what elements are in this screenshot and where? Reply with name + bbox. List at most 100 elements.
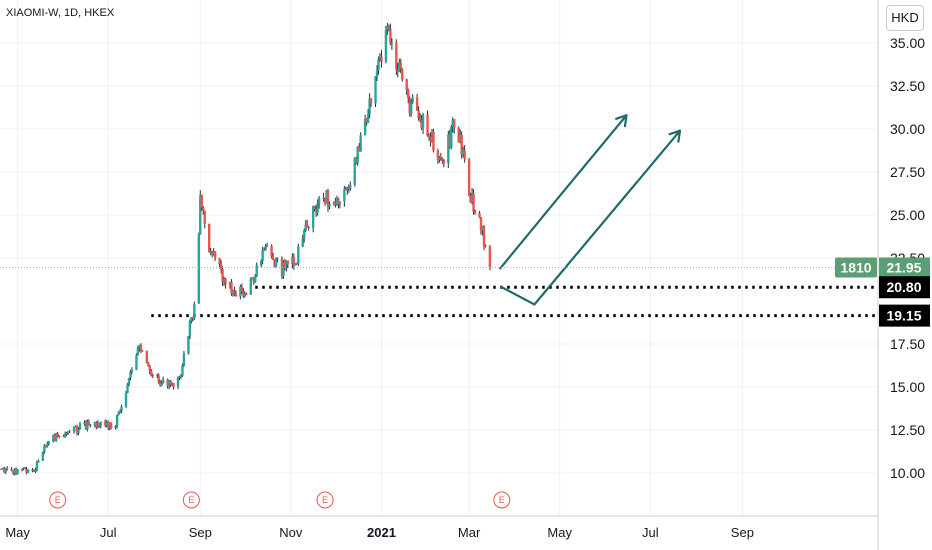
candle[interactable] xyxy=(270,244,273,259)
currency-button[interactable]: HKD xyxy=(886,5,924,31)
candle[interactable] xyxy=(251,277,254,280)
candle[interactable] xyxy=(389,23,392,46)
candle[interactable] xyxy=(104,419,107,428)
candle[interactable] xyxy=(11,470,15,476)
candle[interactable] xyxy=(411,94,414,104)
candle[interactable] xyxy=(105,420,108,428)
candle[interactable] xyxy=(63,431,67,438)
candle[interactable] xyxy=(332,201,336,206)
candle[interactable] xyxy=(242,288,245,299)
candle[interactable] xyxy=(470,187,474,205)
candle[interactable] xyxy=(375,64,379,82)
candle[interactable] xyxy=(417,106,420,121)
candle[interactable] xyxy=(291,253,294,269)
candle[interactable] xyxy=(25,466,28,475)
candle[interactable] xyxy=(316,199,319,216)
candle[interactable] xyxy=(115,414,119,429)
candle[interactable] xyxy=(274,257,278,269)
candle[interactable] xyxy=(366,109,370,124)
candle[interactable] xyxy=(234,290,238,297)
candle[interactable] xyxy=(34,467,37,474)
candle[interactable] xyxy=(469,192,472,203)
candle[interactable] xyxy=(261,246,264,265)
candle[interactable] xyxy=(479,216,483,235)
candle[interactable] xyxy=(191,316,195,322)
candle[interactable] xyxy=(98,422,101,428)
candle[interactable] xyxy=(47,440,50,446)
candle[interactable] xyxy=(4,467,7,475)
candle[interactable] xyxy=(46,441,49,448)
candle[interactable] xyxy=(427,133,431,141)
candle[interactable] xyxy=(0,468,3,470)
candle[interactable] xyxy=(78,421,82,430)
candle[interactable] xyxy=(374,76,377,108)
candle[interactable] xyxy=(178,375,181,381)
candle[interactable] xyxy=(359,132,362,152)
candle[interactable] xyxy=(74,425,77,428)
candle[interactable] xyxy=(66,431,70,435)
candle[interactable] xyxy=(172,382,175,390)
candle[interactable] xyxy=(255,262,258,277)
candle[interactable] xyxy=(169,379,172,388)
candle[interactable] xyxy=(99,421,102,429)
candle[interactable] xyxy=(335,195,339,206)
candle[interactable] xyxy=(170,382,174,386)
candle[interactable] xyxy=(31,467,34,473)
candle[interactable] xyxy=(35,460,39,472)
candle[interactable] xyxy=(401,67,404,82)
candle[interactable] xyxy=(458,129,462,144)
earnings-marker[interactable]: E xyxy=(49,491,67,509)
candle[interactable] xyxy=(259,259,263,268)
candle[interactable] xyxy=(209,247,212,256)
candle[interactable] xyxy=(472,188,475,215)
candle[interactable] xyxy=(176,376,180,390)
candle[interactable] xyxy=(311,205,315,233)
candle[interactable] xyxy=(3,466,6,473)
candle[interactable] xyxy=(75,424,79,436)
candle[interactable] xyxy=(478,210,481,219)
candle[interactable] xyxy=(461,146,465,158)
candle[interactable] xyxy=(230,279,233,296)
candle[interactable] xyxy=(254,274,257,283)
candle[interactable] xyxy=(13,468,16,476)
candle[interactable] xyxy=(405,78,408,96)
candle[interactable] xyxy=(451,117,454,133)
candle[interactable] xyxy=(430,128,434,143)
candle[interactable] xyxy=(139,343,143,354)
candle[interactable] xyxy=(407,88,410,104)
candle[interactable] xyxy=(328,201,331,210)
candle[interactable] xyxy=(32,469,36,472)
candle[interactable] xyxy=(292,253,296,270)
candle[interactable] xyxy=(93,421,97,428)
candle[interactable] xyxy=(161,376,165,384)
candle[interactable] xyxy=(386,22,389,35)
candle[interactable] xyxy=(436,148,440,164)
candle[interactable] xyxy=(294,262,297,266)
candle[interactable] xyxy=(239,284,242,300)
candle[interactable] xyxy=(56,431,59,438)
candle[interactable] xyxy=(273,259,276,268)
candle[interactable] xyxy=(96,420,99,429)
candle[interactable] xyxy=(126,383,129,394)
candle[interactable] xyxy=(301,234,304,248)
candle[interactable] xyxy=(264,244,267,251)
candle[interactable] xyxy=(228,281,232,289)
candle[interactable] xyxy=(14,467,18,476)
candle[interactable] xyxy=(297,243,300,267)
candle[interactable] xyxy=(426,110,429,137)
candle[interactable] xyxy=(20,468,24,472)
candle[interactable] xyxy=(399,58,402,74)
candle[interactable] xyxy=(145,350,149,364)
earnings-marker[interactable]: E xyxy=(316,491,334,509)
candle[interactable] xyxy=(303,228,306,243)
candle[interactable] xyxy=(467,158,471,197)
candle[interactable] xyxy=(369,98,373,107)
candle[interactable] xyxy=(432,128,435,153)
candle[interactable] xyxy=(448,129,451,149)
candle[interactable] xyxy=(89,424,92,428)
candle[interactable] xyxy=(158,379,162,387)
candle[interactable] xyxy=(463,145,466,163)
candle[interactable] xyxy=(346,186,349,195)
earnings-marker[interactable]: E xyxy=(493,491,511,509)
